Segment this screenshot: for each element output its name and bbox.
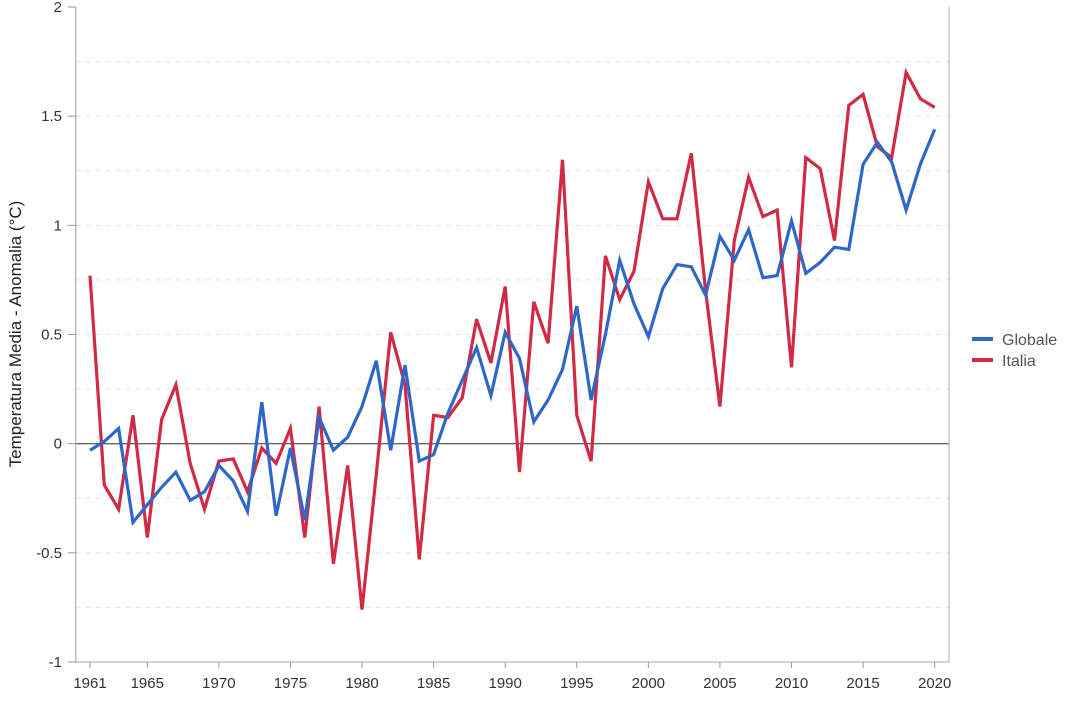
y-tick-label: -0.5	[36, 545, 62, 562]
series-line-italia	[88, 67, 936, 610]
legend-item-globale[interactable]: Globale	[972, 332, 1057, 349]
x-tick-label: 2005	[703, 675, 736, 692]
series-line-globale	[89, 128, 937, 527]
x-tick-label: 2020	[918, 675, 951, 692]
x-axis-ticks: 1961 1965 1970 1975 1980 1985 1990 1995 2000 2005…	[73, 662, 951, 692]
x-tick-label: 2010	[775, 675, 808, 692]
x-tick-label: 2000	[632, 675, 665, 692]
y-tick-label: 0	[54, 436, 62, 453]
y-tick-label: -1	[49, 654, 62, 671]
legend-item-italia[interactable]: Italia	[972, 353, 1036, 370]
x-tick-label: 1995	[560, 675, 593, 692]
gridlines	[75, 61, 949, 608]
x-tick-label: 1970	[202, 675, 235, 692]
legend-label-globale: Globale	[1002, 332, 1057, 349]
x-tick-label: 1965	[131, 675, 164, 692]
y-tick-label: 1.5	[41, 108, 62, 125]
legend-label-italia: Italia	[1002, 353, 1036, 370]
x-tick-label: 2015	[846, 675, 879, 692]
x-tick-label: 1985	[417, 675, 450, 692]
series-lines	[88, 67, 937, 610]
y-tick-label: 2	[54, 0, 62, 16]
x-tick-label: 1975	[274, 675, 307, 692]
x-tick-label: 1980	[345, 675, 378, 692]
y-axis-ticks: -1 -0.5 0 0.5 1 1.5 2	[36, 0, 76, 671]
y-tick-label: 0.5	[41, 327, 62, 344]
y-tick-label: 1	[54, 217, 62, 234]
x-tick-label: 1961	[73, 675, 106, 692]
x-tick-label: 1990	[489, 675, 522, 692]
legend: Globale Italia	[972, 332, 1057, 370]
y-axis-label: Temperatura Media - Anomalia (°C)	[6, 201, 25, 468]
